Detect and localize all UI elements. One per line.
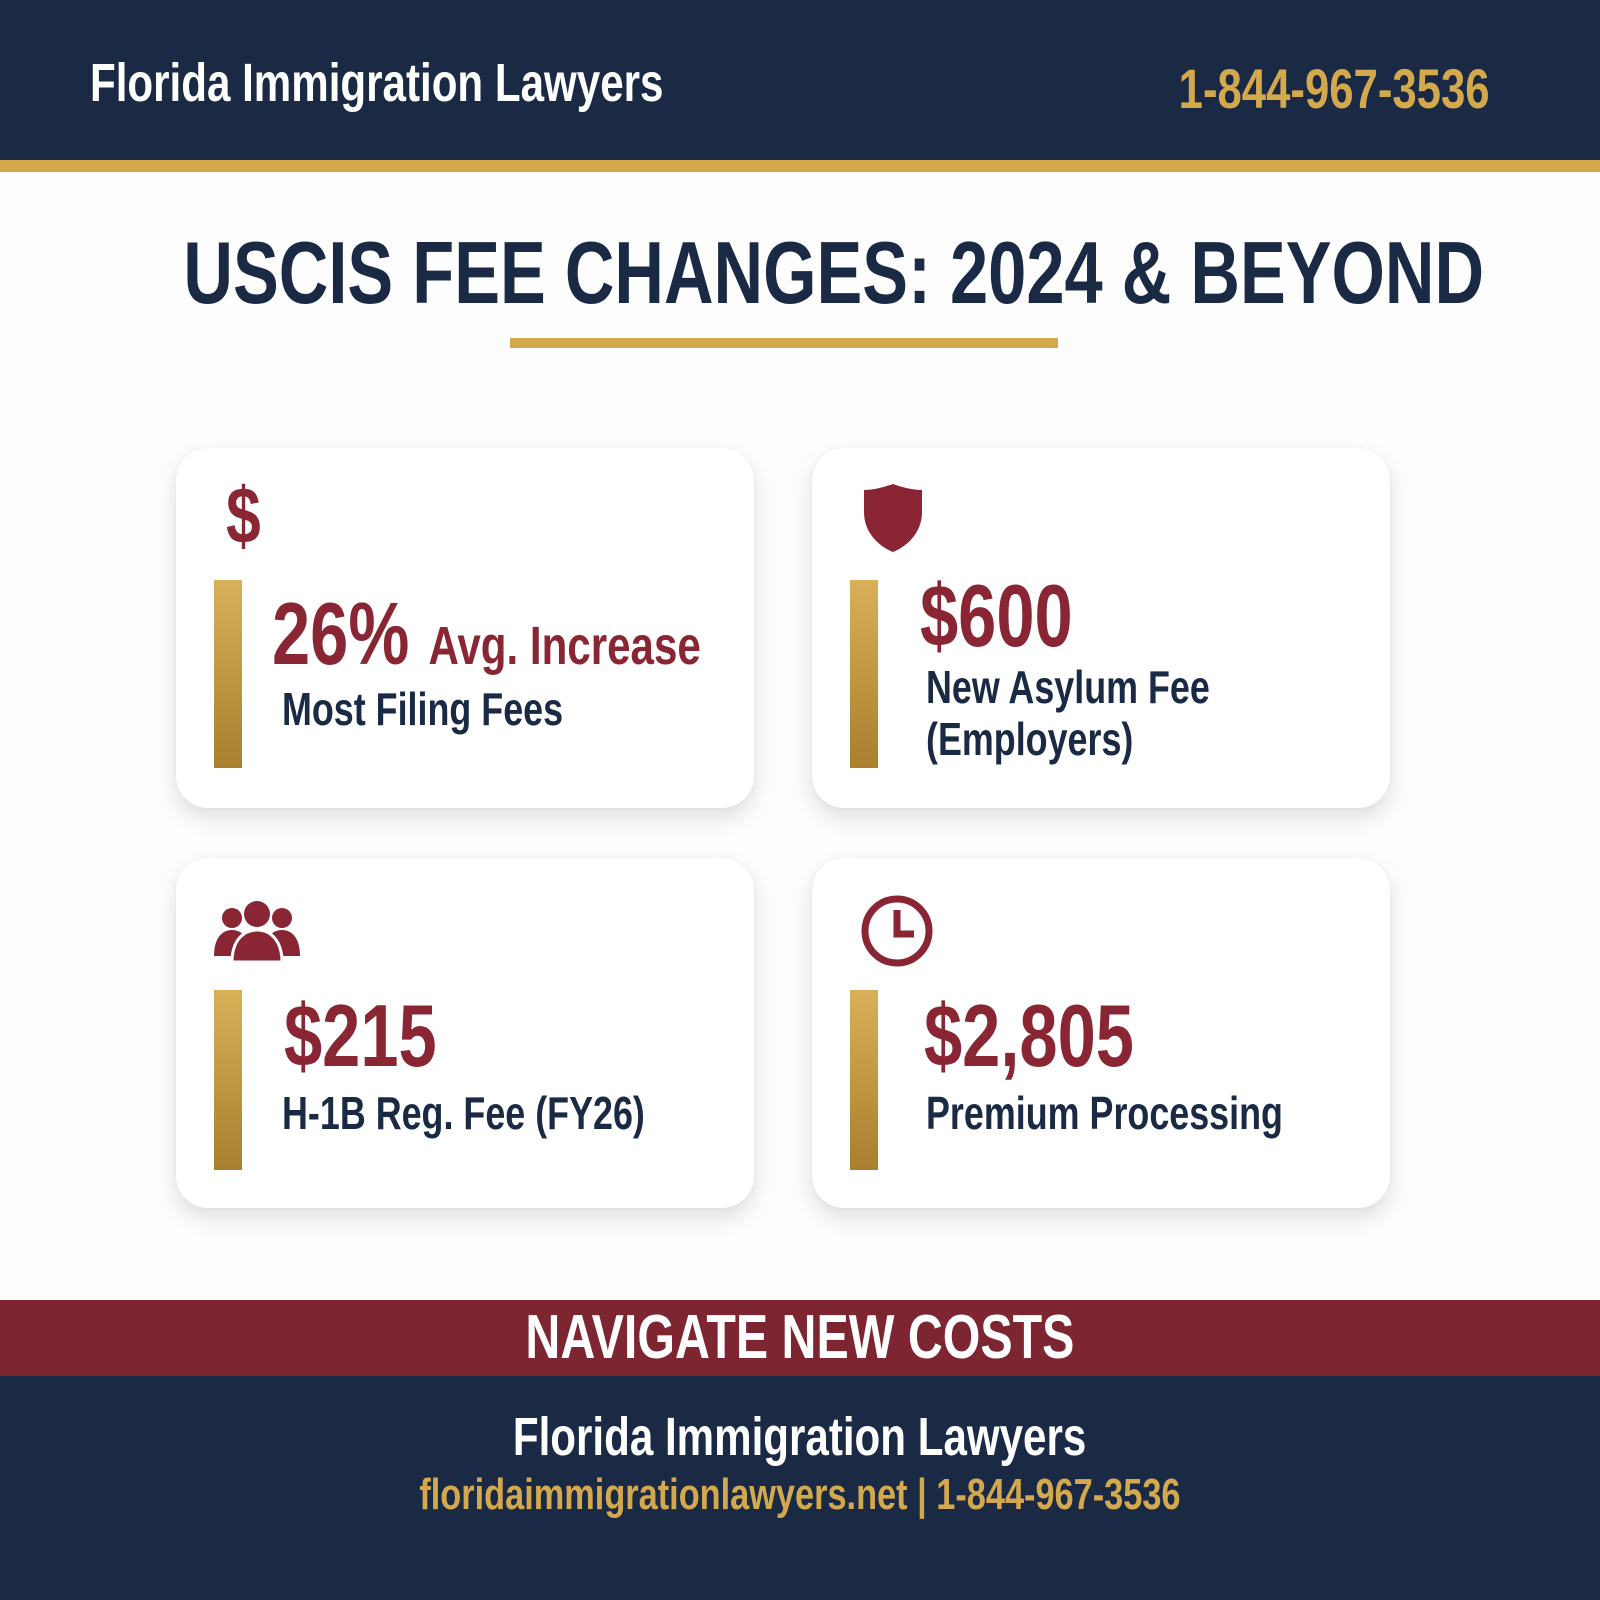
footer-brand: Florida Immigration Lawyers xyxy=(513,1407,1087,1467)
dollar-icon: $ xyxy=(226,471,261,560)
stat-value: $215 xyxy=(284,986,437,1085)
header-bar: Florida Immigration Lawyers 1-844-967-35… xyxy=(0,0,1600,160)
separator: | xyxy=(917,1470,927,1519)
accent-bar xyxy=(214,990,242,1170)
header-phone[interactable]: 1-844-967-3536 xyxy=(1179,57,1490,120)
accent-bar xyxy=(850,990,878,1170)
footer-website-link[interactable]: floridaimmigrationlawyers.net xyxy=(419,1470,908,1519)
stat-value: 26% Avg. Increase xyxy=(272,584,701,683)
card-avg-increase: $ 26% Avg. Increase Most Filing Fees xyxy=(176,448,754,808)
page-title: USCIS FEE CHANGES: 2024 & BEYOND xyxy=(183,223,1485,322)
users-icon xyxy=(212,898,302,964)
accent-bar xyxy=(850,580,878,768)
stat-value: $600 xyxy=(920,566,1073,665)
stat-label: Premium Processing xyxy=(926,1087,1283,1139)
title-underline xyxy=(510,338,1058,348)
card-asylum-fee: $600 New Asylum Fee (Employers) xyxy=(812,448,1390,808)
brand-name: Florida Immigration Lawyers xyxy=(90,53,664,113)
footer-contact: floridaimmigrationlawyers.net | 1-844-96… xyxy=(0,1470,1600,1520)
card-premium-processing: $2,805 Premium Processing xyxy=(812,858,1390,1208)
stat-label: New Asylum Fee (Employers) xyxy=(926,661,1210,765)
accent-bar xyxy=(214,580,242,768)
stat-label: H-1B Reg. Fee (FY26) xyxy=(282,1087,645,1139)
stat-value: $2,805 xyxy=(924,986,1134,1085)
footer-phone-link[interactable]: 1-844-967-3536 xyxy=(936,1470,1181,1519)
footer: Florida Immigration Lawyers floridaimmig… xyxy=(0,1376,1600,1600)
gold-divider xyxy=(0,160,1600,172)
stat-label: Most Filing Fees xyxy=(282,683,564,735)
cta-banner: NAVIGATE NEW COSTS xyxy=(0,1300,1600,1376)
card-h1b-fee: $215 H-1B Reg. Fee (FY26) xyxy=(176,858,754,1208)
shield-icon xyxy=(862,482,924,554)
clock-icon xyxy=(860,894,934,968)
